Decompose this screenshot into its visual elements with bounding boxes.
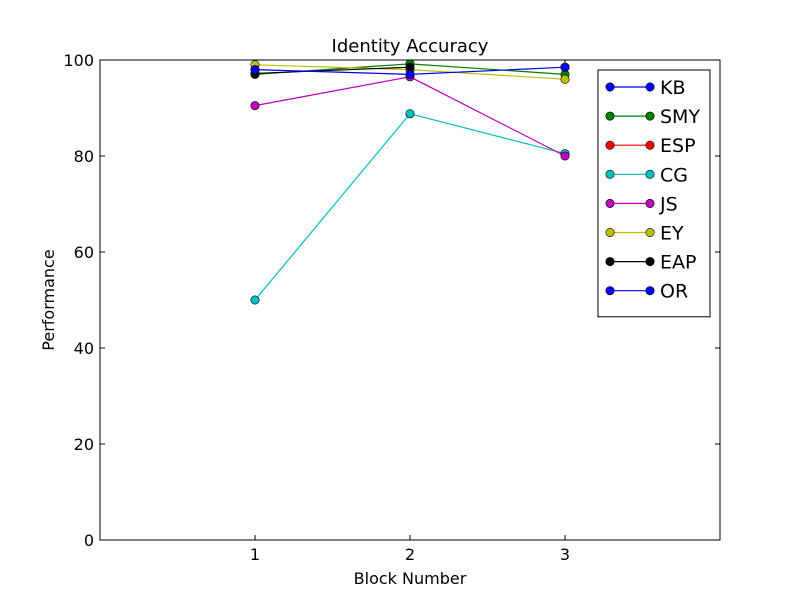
legend-marker-cg <box>645 169 655 179</box>
legend-label-cg: CG <box>660 164 688 186</box>
legend-box <box>597 69 711 318</box>
legend-marker-esp <box>605 140 615 150</box>
legend-label-kb: KB <box>660 77 686 99</box>
data-point-or <box>560 62 570 72</box>
y-tick-label: 80 <box>74 147 94 166</box>
legend-marker-kb <box>605 82 615 92</box>
series-points <box>250 59 570 305</box>
legend-label-smy: SMY <box>660 106 700 128</box>
legend-label-esp: ESP <box>660 135 696 157</box>
data-point-js <box>250 101 260 111</box>
legend-marker-kb <box>645 82 655 92</box>
legend-label-ey: EY <box>660 223 684 245</box>
legend-marker-or <box>605 286 615 296</box>
legend-marker-or <box>645 286 655 296</box>
data-point-cg <box>250 295 260 305</box>
legend-marker-smy <box>605 111 615 121</box>
data-point-ey <box>560 74 570 84</box>
legend-marker-cg <box>605 169 615 179</box>
y-tick-label: 0 <box>84 531 94 550</box>
data-point-or <box>405 69 415 79</box>
data-point-cg <box>405 109 415 119</box>
legend: KB SMY ESP CG JS EY EAP OR <box>597 69 711 318</box>
legend-label-or: OR <box>660 281 688 303</box>
y-tick-label: 100 <box>63 51 94 70</box>
y-axis-label: Performance <box>39 249 58 350</box>
legend-marker-ey <box>645 228 655 238</box>
x-tick-label: 3 <box>560 545 570 564</box>
x-axis-label: Block Number <box>354 569 467 588</box>
legend-marker-eap <box>605 257 615 267</box>
y-tick-label: 40 <box>74 339 94 358</box>
data-point-or <box>250 65 260 75</box>
x-tick-label: 2 <box>405 545 415 564</box>
plot-frame <box>99 59 721 541</box>
legend-label-eap: EAP <box>660 252 696 274</box>
data-point-js <box>560 151 570 161</box>
series-line-eap <box>254 66 411 75</box>
axis-ticks: 1 2 3 0 20 40 60 80 100 <box>63 51 720 564</box>
legend-marker-smy <box>645 111 655 121</box>
legend-marker-eap <box>645 257 655 267</box>
y-tick-label: 20 <box>74 435 94 454</box>
chart-title: Identity Accuracy <box>332 36 489 57</box>
legend-label-js: JS <box>659 193 678 215</box>
legend-marker-js <box>605 198 615 208</box>
legend-marker-esp <box>645 140 655 150</box>
y-tick-label: 60 <box>74 243 94 262</box>
legend-marker-ey <box>605 228 615 238</box>
legend-marker-js <box>645 198 655 208</box>
x-tick-label: 1 <box>250 545 260 564</box>
